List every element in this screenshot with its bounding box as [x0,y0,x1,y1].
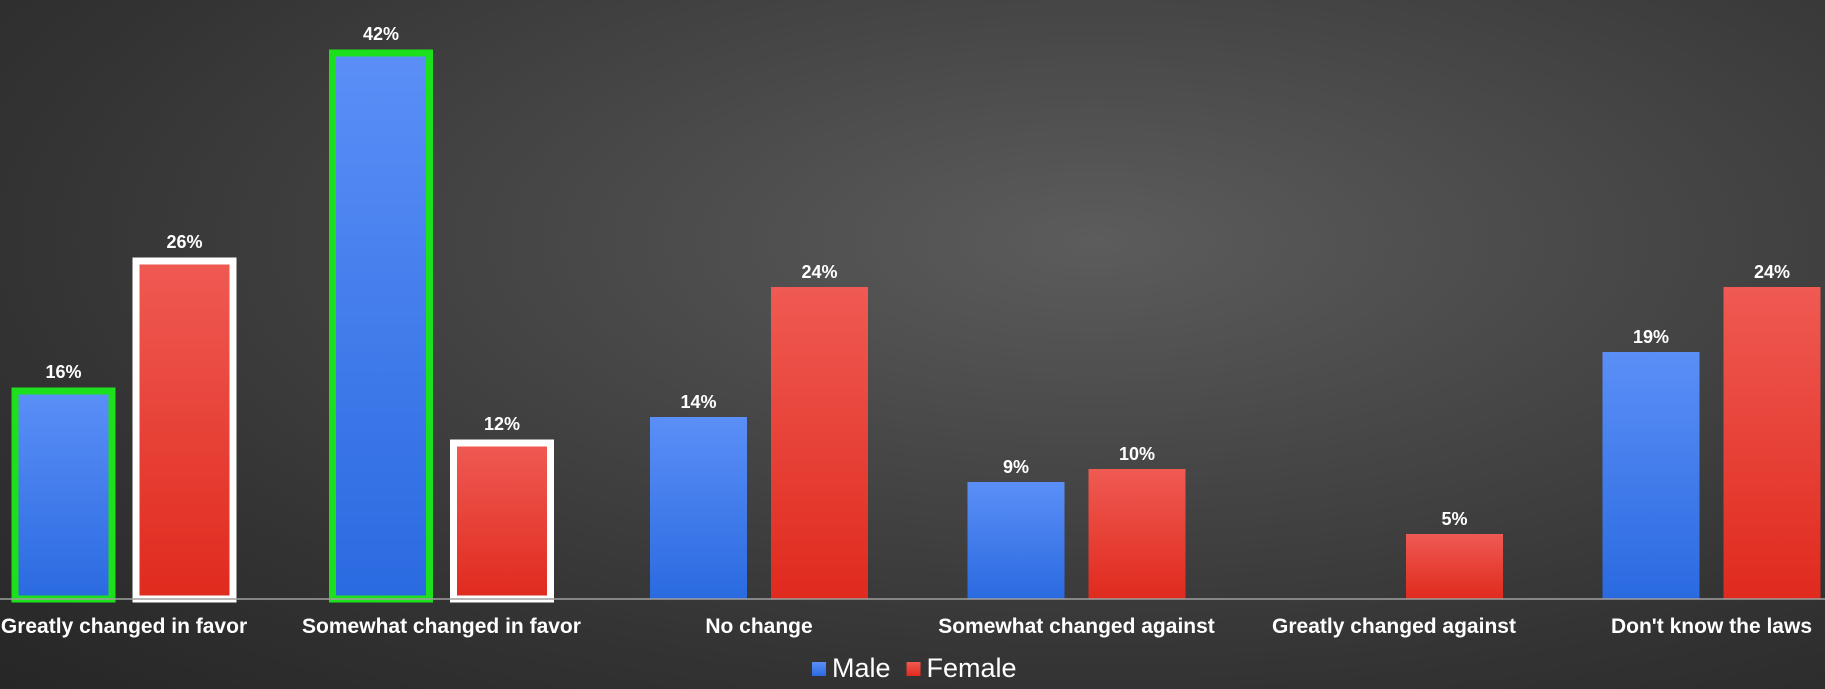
data-label-female-greatly-changed-in-favor: 26% [166,232,202,252]
data-label-male-don-t-know-the-laws: 19% [1633,327,1669,347]
bar-male-no-change [650,417,747,599]
x-tick-label-greatly-changed-against: Greatly changed against [1272,615,1516,638]
data-label-female-don-t-know-the-laws: 24% [1754,262,1790,282]
x-tick-label-somewhat-changed-against: Somewhat changed against [938,615,1215,638]
legend-label-male: Male [832,653,891,683]
bar-male-don-t-know-the-laws [1602,352,1700,599]
x-tick-label-greatly-changed-in-favor: Greatly changed in favor [1,615,247,638]
x-tick-label-don-t-know-the-laws: Don't know the laws [1611,615,1812,638]
data-label-male-somewhat-changed-in-favor: 42% [363,24,399,44]
bar-female-greatly-changed-in-favor [132,257,237,603]
legend-swatch-male [812,662,826,676]
x-tick-label-somewhat-changed-in-favor: Somewhat changed in favor [302,615,581,638]
bar-female-somewhat-changed-against [1088,469,1186,599]
bar-female-don-t-know-the-laws [1723,287,1821,599]
data-label-female-somewhat-changed-in-favor: 12% [484,414,520,434]
data-label-female-greatly-changed-against: 5% [1441,509,1467,529]
bar-male-somewhat-changed-against [967,482,1065,599]
bar-male-somewhat-changed-in-favor [329,49,433,603]
legend-label-female: Female [927,653,1017,683]
bar-female-no-change [771,287,868,599]
data-label-male-somewhat-changed-against: 9% [1003,457,1029,477]
bars-layer [11,49,1821,603]
bar-female-somewhat-changed-in-favor [450,439,554,603]
legend-swatch-female [906,662,921,676]
legend: Male Female [812,653,1017,683]
data-label-male-greatly-changed-in-favor: 16% [45,362,81,382]
data-label-female-no-change: 24% [801,262,837,282]
data-label-male-no-change: 14% [680,392,716,412]
bar-male-greatly-changed-in-favor [11,387,116,603]
x-tick-labels: Greatly changed in favor Somewhat changed… [1,615,1812,638]
data-label-female-somewhat-changed-against: 10% [1119,444,1155,464]
data-labels-layer: 16% 26% 42% 12% 14% 24% 9% 10% 5% 19% 24% [45,24,1790,529]
x-tick-label-no-change: No change [705,615,812,638]
bar-female-greatly-changed-against [1406,534,1503,599]
